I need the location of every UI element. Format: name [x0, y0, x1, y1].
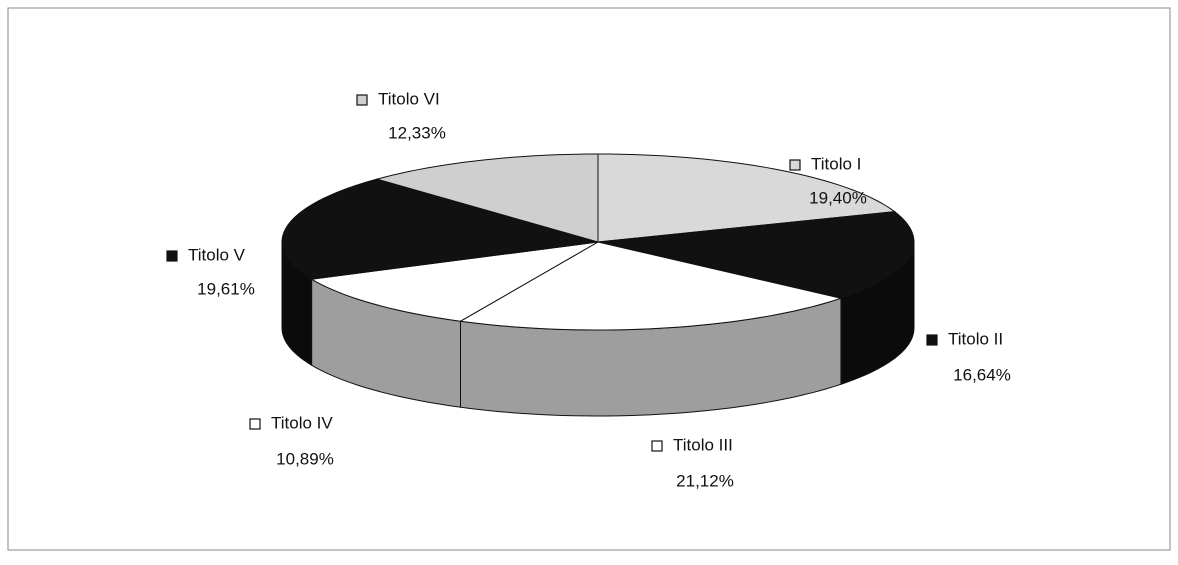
pie-slice	[458, 241, 843, 331]
slice-value-label: 21,12%	[676, 471, 734, 490]
slice-label: Titolo V	[188, 245, 246, 264]
slice-label: Titolo III	[673, 435, 733, 454]
pie-slice	[597, 211, 915, 299]
slice-value-label: 12,33%	[388, 123, 446, 142]
slice-label: Titolo II	[948, 329, 1003, 348]
legend-marker	[356, 94, 368, 106]
pie-slice	[281, 178, 599, 280]
slice-value-label: 16,64%	[953, 365, 1011, 384]
slice-label: Titolo VI	[378, 89, 440, 108]
legend-marker	[789, 159, 801, 171]
slice-value-label: 10,89%	[276, 449, 334, 468]
slice-label: Titolo IV	[271, 413, 333, 432]
slice-label: Titolo I	[811, 154, 861, 173]
legend-marker	[926, 334, 938, 346]
legend-marker	[651, 440, 663, 452]
pie-slice	[310, 241, 599, 322]
pie-slice	[597, 153, 897, 243]
slice-value-label: 19,61%	[197, 279, 255, 298]
pie-slice	[375, 153, 599, 243]
slice-value-label: 19,40%	[809, 188, 867, 207]
legend-marker	[166, 250, 178, 262]
legend-marker	[249, 418, 261, 430]
